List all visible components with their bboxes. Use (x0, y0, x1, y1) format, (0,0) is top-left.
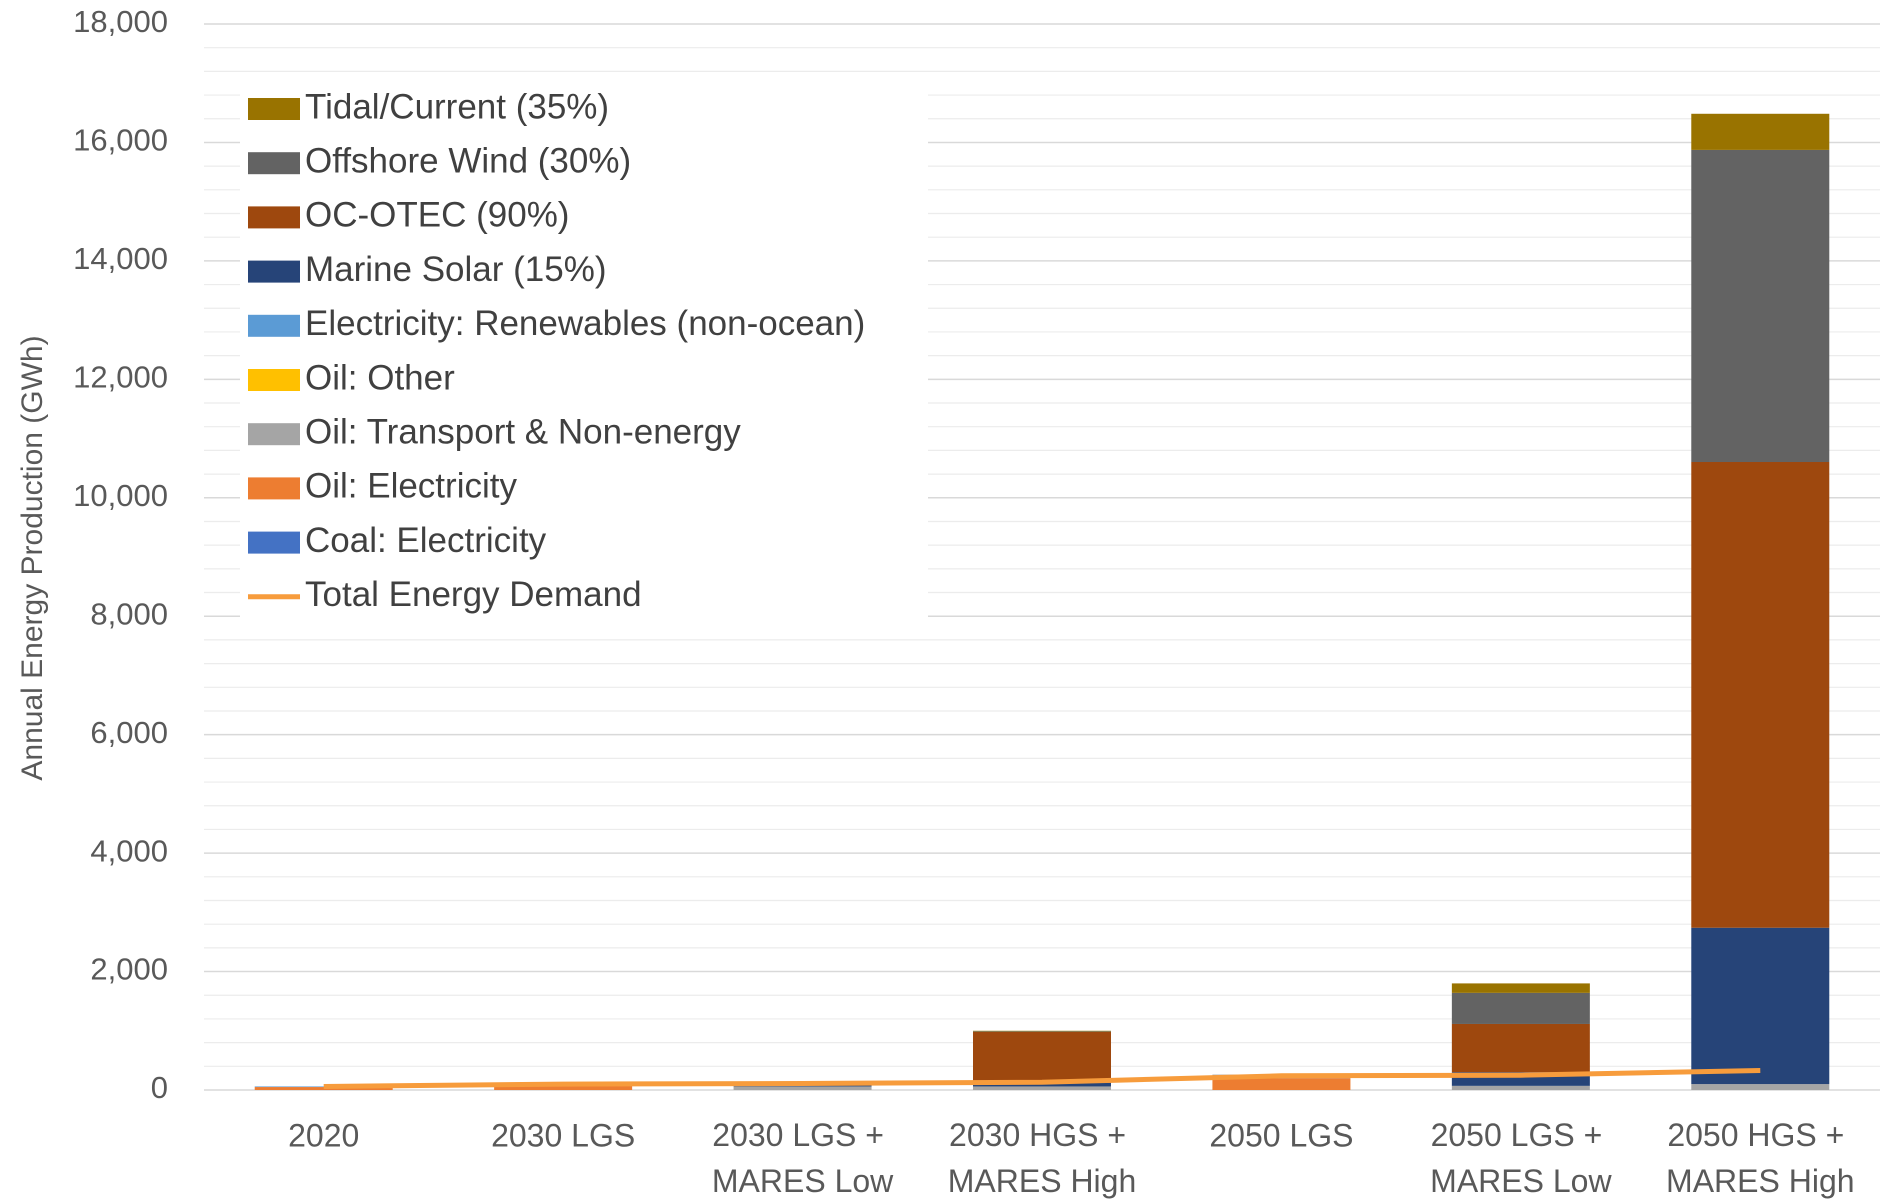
legend-label: Coal: Electricity (305, 521, 547, 560)
y-tick-label: 6,000 (90, 715, 168, 750)
bar-segment (1451, 1085, 1590, 1090)
bar-segment (1691, 927, 1830, 1085)
x-tick-label-line: 2030 HGS + (949, 1117, 1135, 1153)
x-tick-label-line: MARES High (1666, 1163, 1855, 1199)
x-tick-label: 2050 LGS (1209, 1117, 1353, 1153)
y-tick-label: 0 (151, 1070, 168, 1105)
bar-segment (1691, 113, 1830, 150)
bar-segment (973, 1031, 1111, 1032)
legend-swatch (248, 98, 300, 120)
x-tick-label: 2030 LGS (491, 1117, 635, 1153)
bar-segment (1451, 983, 1590, 993)
legend-swatch (248, 369, 300, 391)
legend-label: Oil: Electricity (305, 467, 517, 506)
legend-swatch (248, 260, 300, 283)
bar-segment (1691, 462, 1830, 928)
legend-label: Oil: Other (305, 358, 455, 397)
legend-swatch (248, 314, 300, 337)
y-tick-label: 18,000 (73, 4, 168, 39)
legend-label: Total Energy Demand (305, 575, 642, 614)
y-tick-label: 2,000 (90, 952, 168, 987)
legend-label: OC-OTEC (90%) (305, 196, 569, 235)
legend-label: Offshore Wind (30%) (305, 141, 631, 180)
legend-swatch (248, 423, 300, 446)
x-tick-label: 2030 HGS + MARES High (948, 1117, 1137, 1199)
legend-label: Oil: Transport & Non-energy (305, 412, 741, 451)
y-tick-label: 4,000 (90, 833, 168, 868)
x-tick-label: 2020 (288, 1117, 359, 1153)
x-tick-label-line: MARES Low (712, 1163, 894, 1199)
y-tick-label: 8,000 (90, 596, 168, 631)
bar-segment (973, 1031, 1111, 1083)
bar-segment (973, 1086, 1111, 1090)
bar-segment (973, 1030, 1111, 1032)
y-tick-label: 12,000 (73, 360, 168, 395)
bar-segment (1691, 1084, 1830, 1090)
legend-label: Marine Solar (15%) (305, 250, 607, 289)
bar-segment (733, 1086, 872, 1090)
x-tick-label-line: MARES Low (1430, 1163, 1612, 1199)
demand-line (323, 1067, 1761, 1089)
legend-swatch (248, 152, 300, 175)
y-axis-label: Annual Energy Production (GWh) (16, 335, 49, 780)
x-tick-label: 2050 LGS + MARES Low (1430, 1117, 1612, 1199)
legend-swatch (248, 206, 300, 229)
x-tick-label-line: 2050 LGS + (1431, 1117, 1612, 1153)
legend-swatch (248, 531, 300, 554)
bar-segment (1451, 1023, 1590, 1073)
legend-label: Tidal/Current (35%) (305, 87, 609, 126)
bar-segment (1451, 992, 1590, 1024)
y-tick-label: 16,000 (73, 123, 168, 158)
x-tick-label: 2030 LGS + MARES Low (712, 1117, 894, 1199)
bar-segment (254, 1087, 393, 1090)
y-tick-label: 10,000 (73, 478, 168, 513)
x-tick-label-line: 2050 HGS + (1667, 1117, 1853, 1153)
bar-segment (254, 1086, 393, 1088)
x-tick-label: 2050 HGS + MARES High (1666, 1117, 1855, 1199)
legend-label: Electricity: Renewables (non-ocean) (305, 304, 865, 343)
y-tick-label: 14,000 (73, 241, 168, 276)
bar-segment (494, 1084, 633, 1090)
legend-box (240, 74, 928, 636)
x-tick-label-line: 2030 LGS + (712, 1117, 893, 1153)
legend-swatch (248, 477, 300, 500)
bar-segment (1212, 1078, 1351, 1090)
bar-segment (1691, 149, 1830, 463)
x-tick-label-line: MARES High (948, 1163, 1137, 1199)
